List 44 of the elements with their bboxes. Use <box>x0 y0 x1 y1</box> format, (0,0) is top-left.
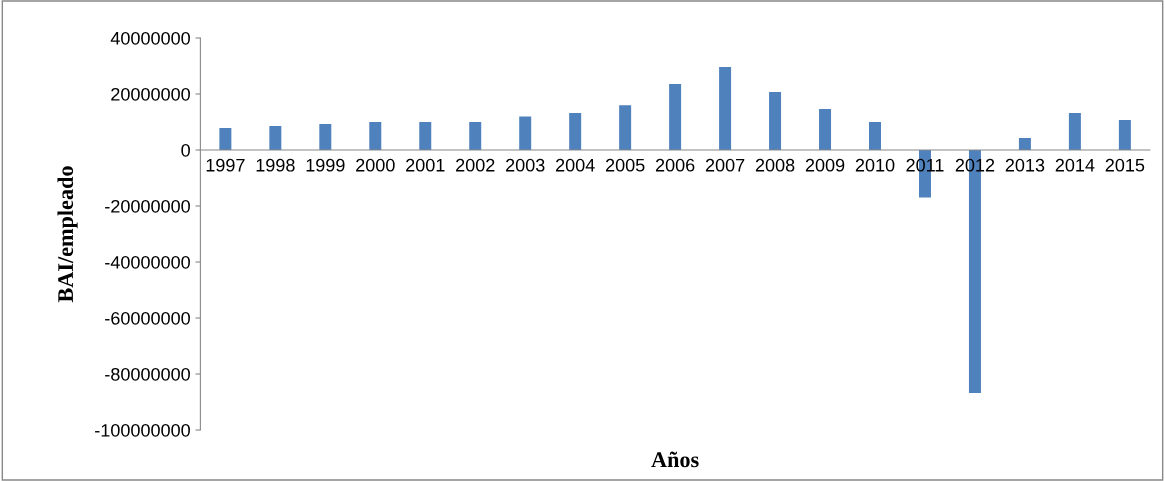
x-tick-label: 2009 <box>805 158 845 172</box>
x-tick-label: 2000 <box>356 158 395 172</box>
x-tick-label: 2004 <box>556 158 595 172</box>
y-tick-label: 40000000 <box>110 31 190 45</box>
x-tick-label: 1998 <box>256 158 295 172</box>
y-axis-title: BAI/empleado <box>57 166 78 303</box>
bar <box>569 113 582 150</box>
y-tick-label: 0 <box>181 143 190 157</box>
x-tick-label: 2008 <box>755 158 795 172</box>
bar <box>269 125 282 150</box>
bar <box>1118 120 1131 150</box>
bar <box>519 116 532 150</box>
x-tick-label: 2005 <box>605 158 645 172</box>
bar <box>219 127 232 150</box>
x-tick-label: 2002 <box>456 158 495 172</box>
x-tick-label: 2010 <box>855 158 895 172</box>
bar <box>1068 113 1081 150</box>
y-tick-label: -80000000 <box>105 367 190 381</box>
x-tick-label: 1999 <box>306 158 345 172</box>
bar <box>1018 137 1031 150</box>
x-tick-label: 2015 <box>1105 158 1145 172</box>
bar <box>669 83 682 150</box>
y-tick-label: -40000000 <box>105 255 190 269</box>
x-axis-title: Años <box>651 451 699 468</box>
x-tick-label: 2006 <box>655 158 695 172</box>
y-tick-label: -100000000 <box>95 423 190 437</box>
x-tick-label: 1997 <box>206 158 245 172</box>
x-tick-label: 2003 <box>506 158 545 172</box>
y-tick-label: -20000000 <box>105 199 190 213</box>
x-tick-label: 2001 <box>406 158 445 172</box>
y-tick-label: 20000000 <box>111 87 190 101</box>
bar <box>419 122 432 150</box>
bar <box>769 92 782 150</box>
bar <box>869 122 881 150</box>
bar <box>369 122 382 150</box>
bar <box>619 105 632 150</box>
x-tick-label: 2013 <box>1005 158 1045 172</box>
y-tick-label: -60000000 <box>105 311 190 325</box>
x-tick-label: 2014 <box>1055 158 1095 172</box>
x-tick-label: 2007 <box>705 158 745 172</box>
bar <box>719 67 732 150</box>
bar <box>469 122 482 150</box>
bar <box>319 123 332 150</box>
bar <box>819 109 832 150</box>
